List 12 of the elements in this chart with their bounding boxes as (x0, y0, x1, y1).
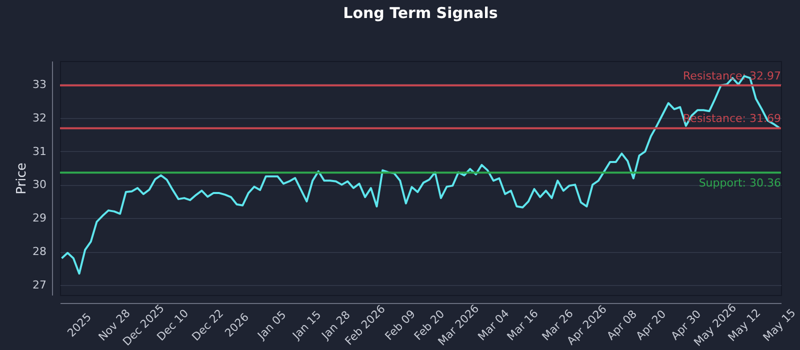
y-tick-label: 27 (32, 278, 46, 292)
y-tick-label: 30 (32, 178, 46, 192)
x-tick-label: Jan 05 (254, 308, 289, 343)
y-tick-label: 31 (32, 144, 46, 158)
y-tick-label: 32 (32, 111, 46, 124)
chart-title: Long Term Signals (343, 4, 498, 22)
y-axis-title: Price (14, 162, 30, 194)
y-tick-label: 28 (32, 245, 46, 258)
ref-line-label: Resistance: 32.97 (683, 69, 781, 82)
ref-line-label: Support: 30.36 (698, 176, 781, 190)
y-tick-label: 33 (32, 78, 46, 91)
y-tick-label: 29 (32, 212, 46, 225)
